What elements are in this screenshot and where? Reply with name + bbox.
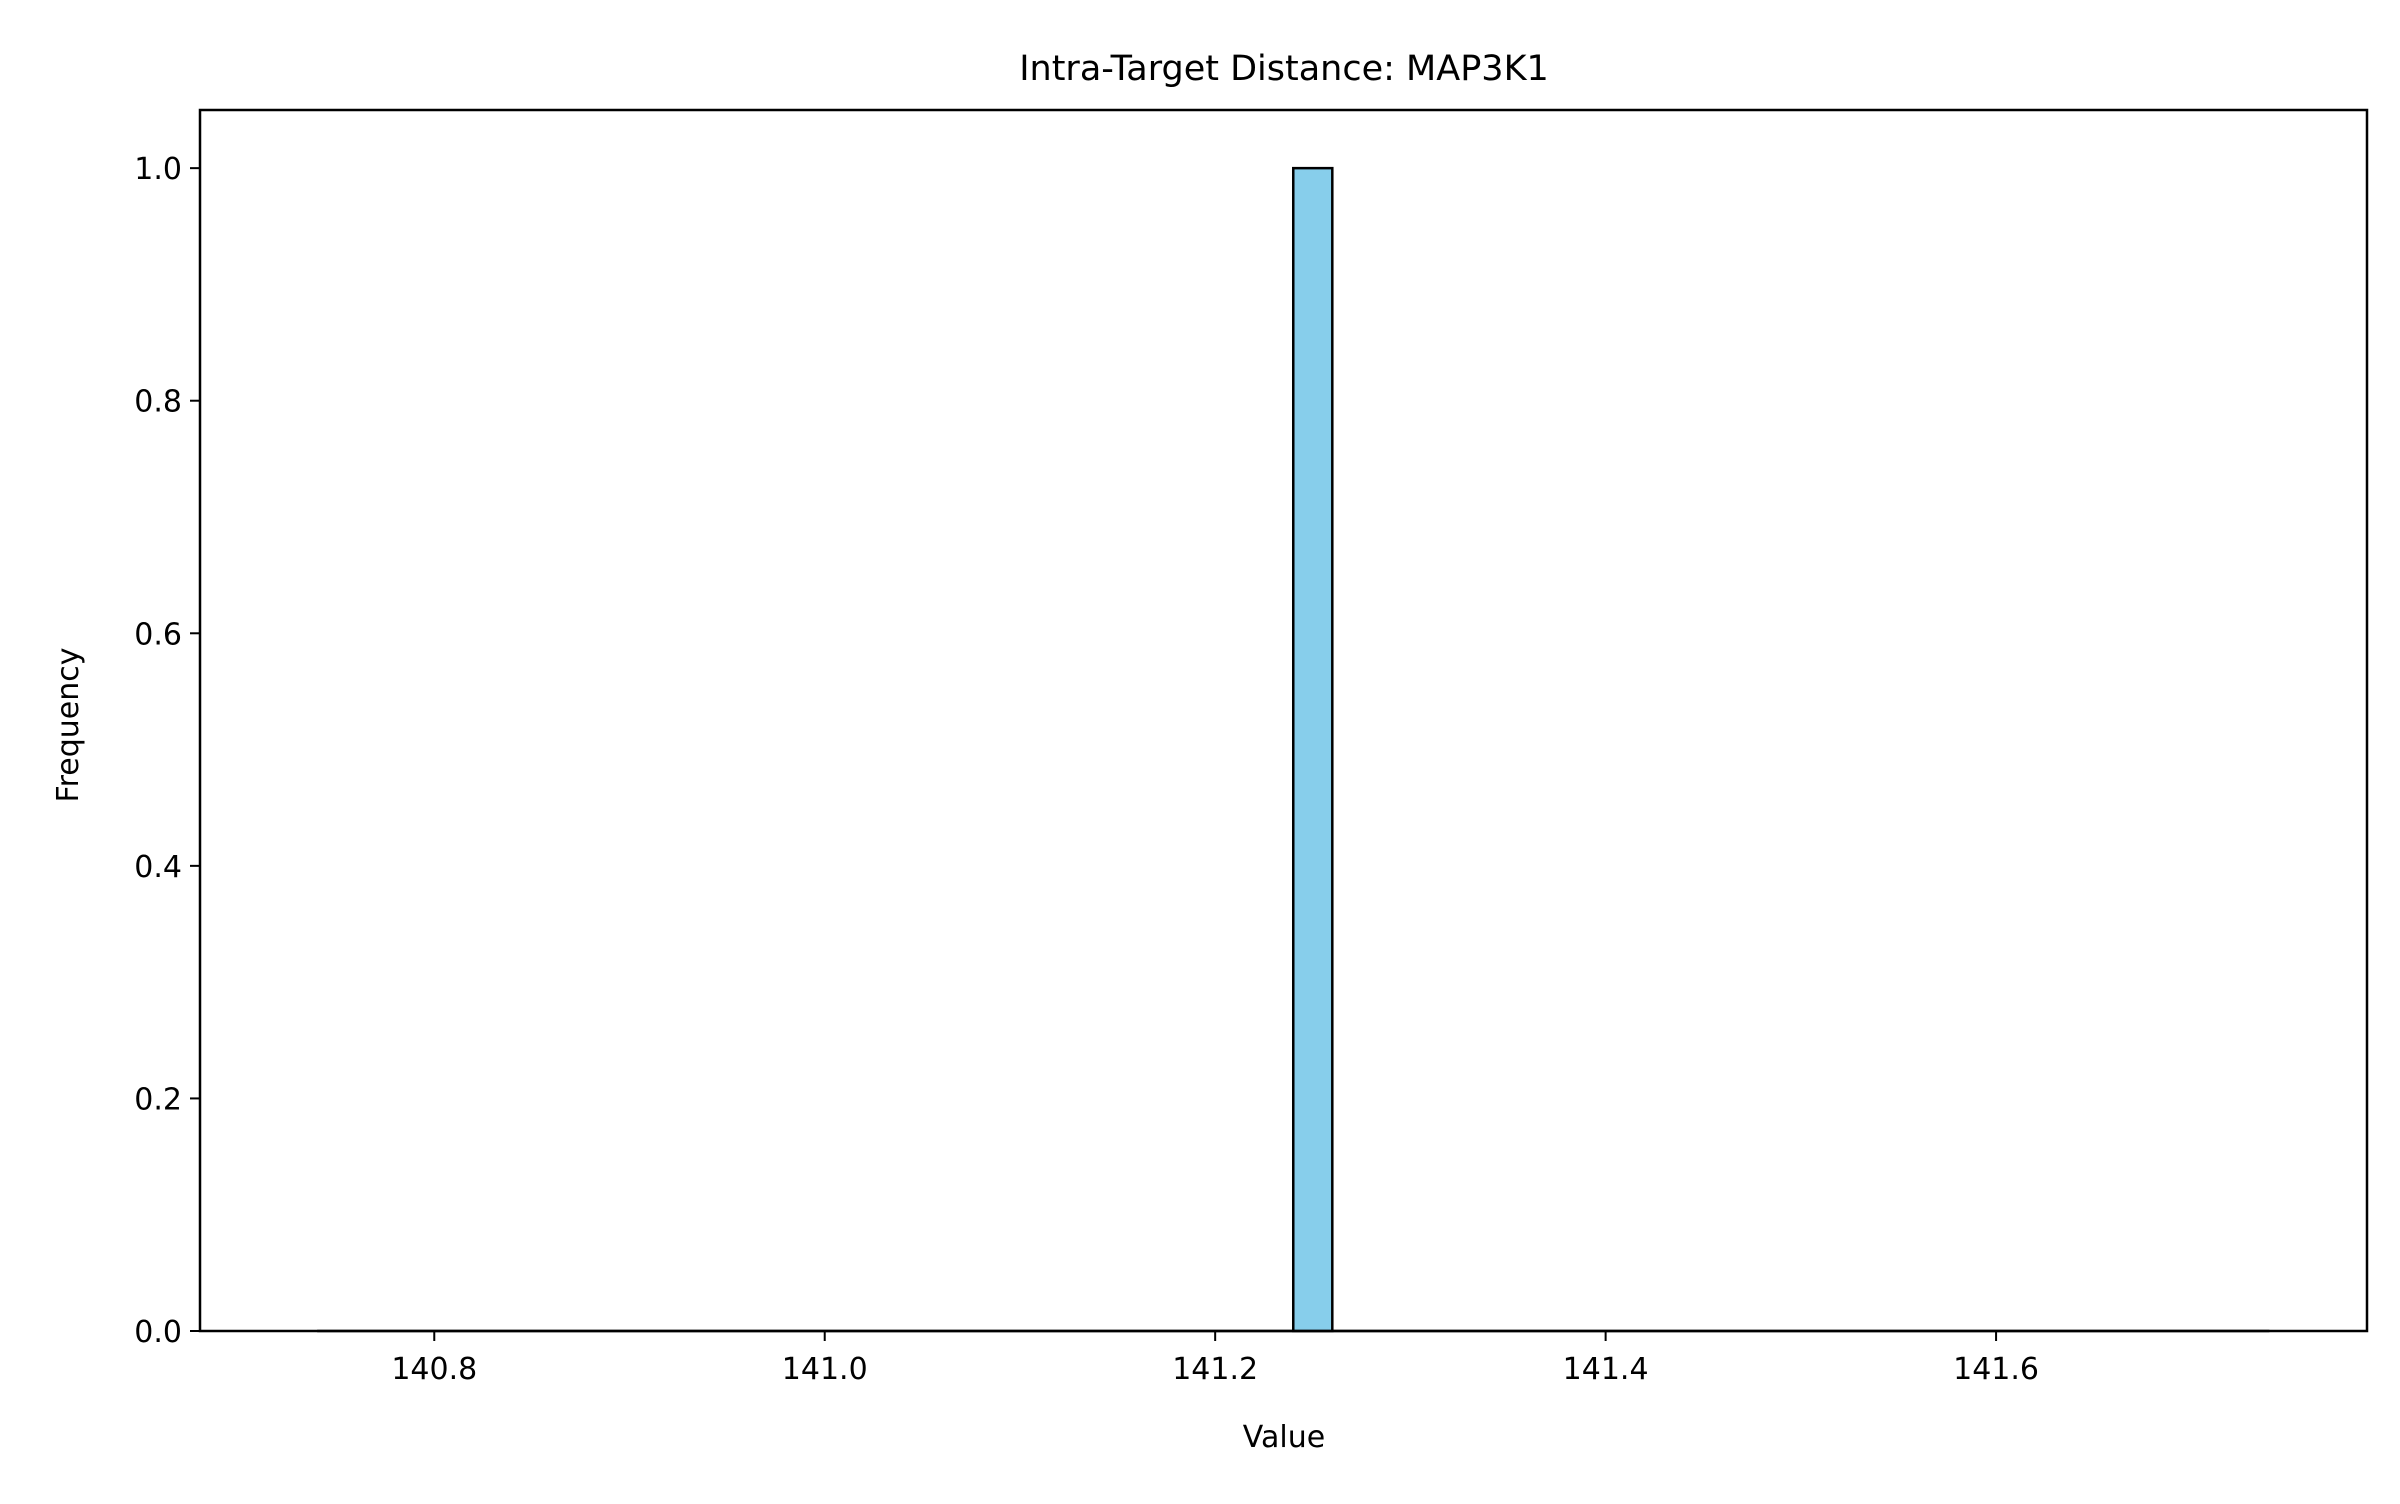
y-tick-label: 0.8 — [134, 385, 182, 420]
x-tick-label: 141.6 — [1953, 1352, 2039, 1387]
x-tick-label: 141.4 — [1563, 1352, 1649, 1387]
y-tick-label: 0.2 — [134, 1082, 182, 1117]
axes-frame — [198, 108, 2369, 1333]
y-axis-ticks: 0.0 0.2 0.4 0.6 0.8 1.0 — [134, 152, 200, 1350]
y-tick-label: 1.0 — [134, 152, 182, 187]
y-tick-label: 0.0 — [134, 1315, 182, 1350]
x-tick-label: 140.8 — [391, 1352, 477, 1387]
histogram-bar — [1292, 166, 1334, 1333]
x-tick-label: 141.2 — [1172, 1352, 1258, 1387]
chart-title: Intra-Target Distance: MAP3K1 — [1019, 49, 1549, 89]
x-axis-label: Value — [1243, 1420, 1325, 1455]
y-tick-label: 0.6 — [134, 617, 182, 652]
y-tick-label: 0.4 — [134, 850, 182, 885]
x-tick-label: 141.0 — [782, 1352, 868, 1387]
x-axis-ticks: 140.8 141.0 141.2 141.4 141.6 — [391, 1331, 2039, 1387]
y-axis-label: Frequency — [51, 648, 86, 803]
